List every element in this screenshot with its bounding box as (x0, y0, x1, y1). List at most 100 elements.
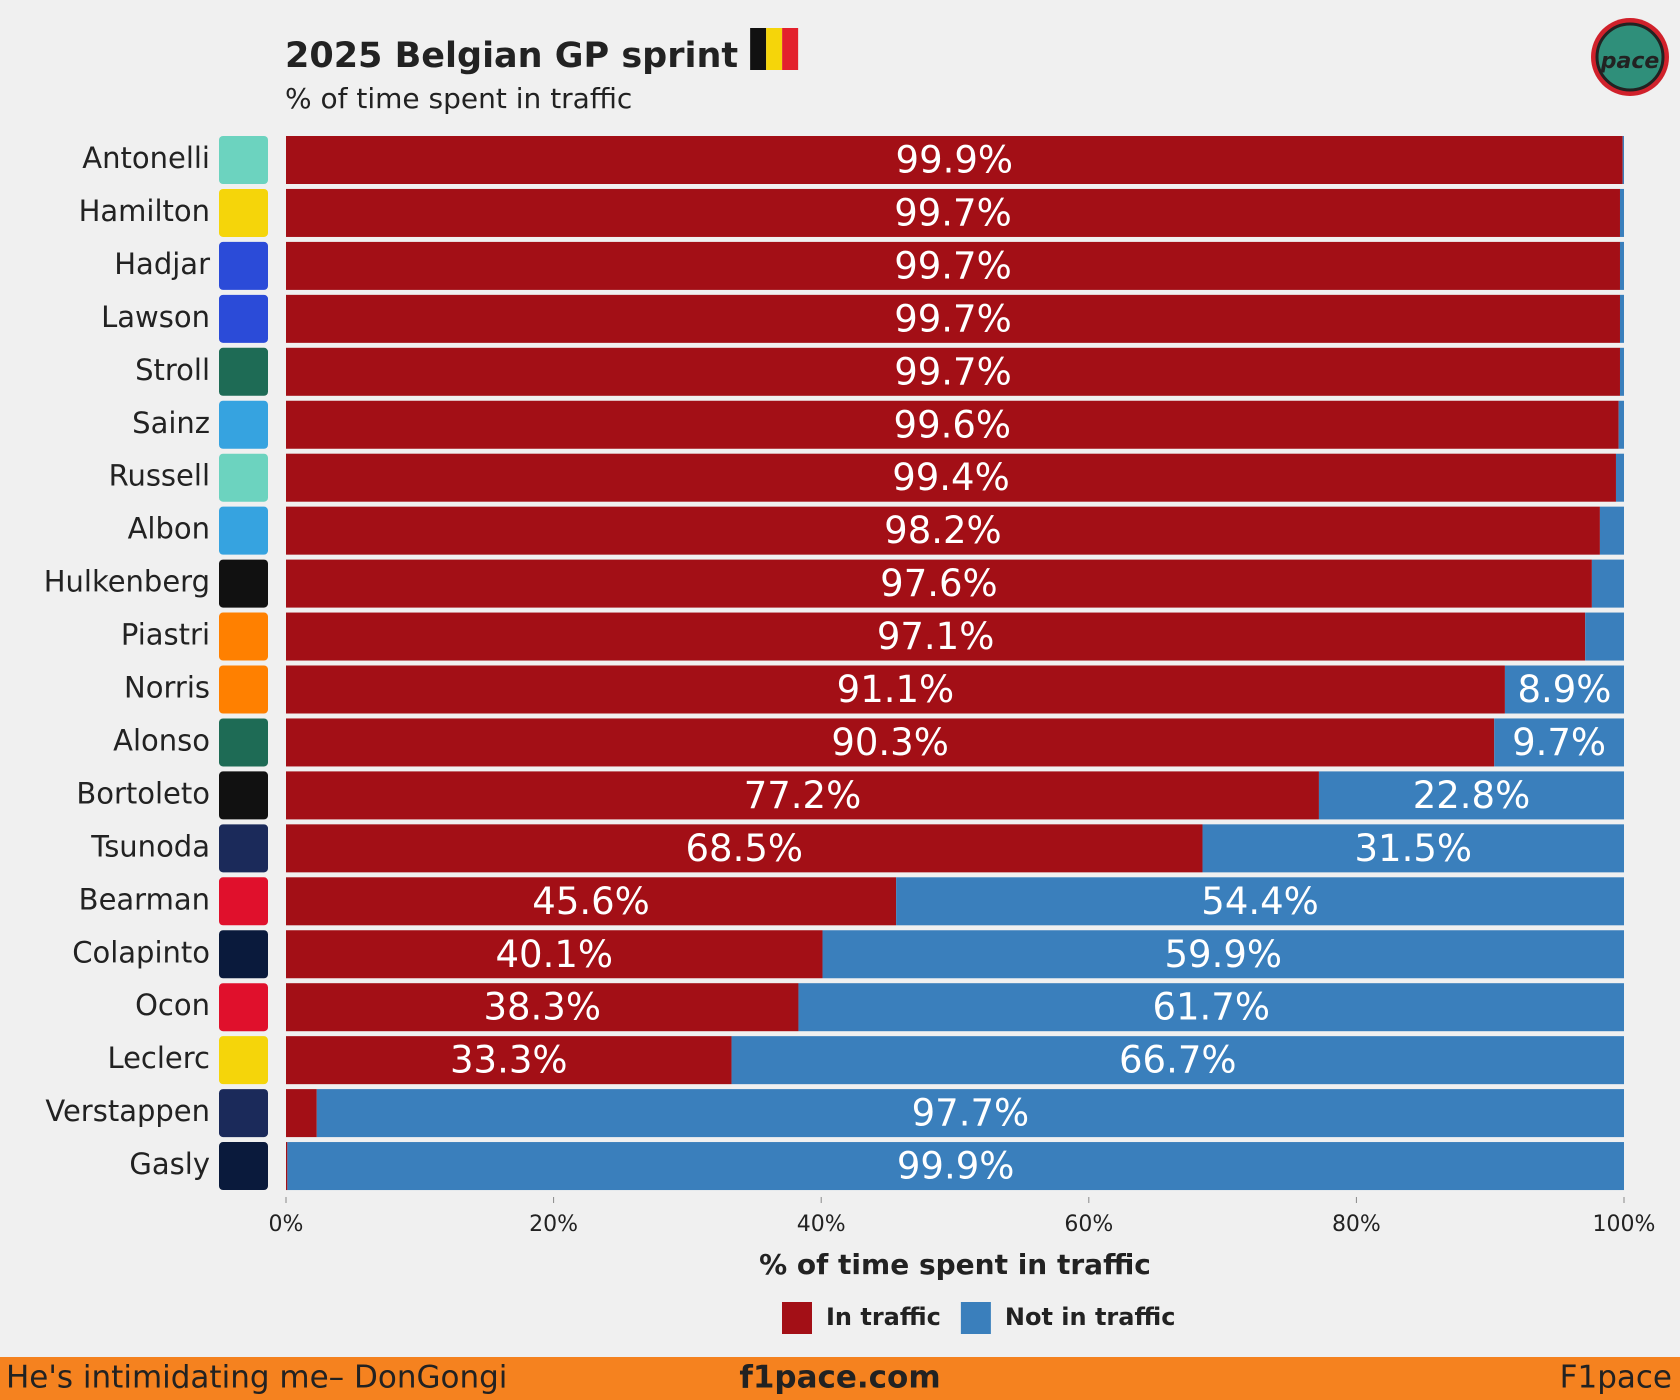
bar-segment (286, 1142, 288, 1191)
x-tick-label: 100% (1593, 1212, 1656, 1237)
data-label: 45.6% (532, 880, 650, 923)
data-label: 66.7% (1119, 1039, 1237, 1082)
bar-segment (286, 347, 1620, 396)
y-tick-label: Stroll (135, 353, 210, 387)
team-logo (219, 612, 268, 661)
data-label: 98.2% (884, 509, 1002, 552)
bar-segment (286, 506, 1600, 555)
team-logo (219, 559, 268, 608)
bar-segment (1318, 771, 1624, 820)
bar-segment (286, 983, 799, 1032)
bar-segment (1615, 453, 1624, 502)
team-logo (219, 453, 268, 502)
bar-segment (1622, 136, 1624, 184)
bar-segment (286, 294, 1620, 343)
team-logo (219, 347, 268, 396)
bar-segment (286, 930, 823, 979)
data-label: 9.7% (1512, 721, 1606, 764)
team-logo (219, 771, 268, 820)
team-logo (219, 718, 268, 767)
bar-segment (286, 400, 1619, 449)
bar-segment (287, 1142, 1624, 1191)
bar-segment (286, 188, 1620, 237)
team-logo (219, 1142, 268, 1191)
data-label: 97.1% (877, 615, 995, 658)
y-tick-label: Piastri (121, 618, 210, 652)
y-tick-label: Lawson (101, 300, 210, 334)
y-tick-label: Sainz (132, 406, 210, 440)
data-label: 97.6% (880, 562, 998, 605)
data-label: 31.5% (1354, 827, 1472, 870)
data-label: 97.7% (912, 1092, 1030, 1135)
bar-segment (731, 1036, 1624, 1085)
team-logo (219, 400, 268, 449)
chart-title: 2025 Belgian GP sprint (285, 36, 738, 76)
brand-logo-text: pace (1600, 49, 1660, 74)
x-tick-label: 80% (1332, 1212, 1381, 1237)
data-label: 22.8% (1413, 774, 1531, 817)
bar-segment (286, 824, 1203, 873)
bar-segment (1619, 188, 1624, 237)
data-label: 54.4% (1201, 880, 1319, 923)
x-tick-label: 0% (269, 1212, 304, 1237)
bar-segment (286, 453, 1616, 502)
y-tick-label: Albon (128, 512, 210, 546)
bar-segment (798, 983, 1624, 1032)
team-logo (219, 136, 268, 184)
bar-segment (1585, 612, 1624, 661)
data-label: 68.5% (685, 827, 803, 870)
data-label: 99.7% (894, 350, 1012, 393)
bar-segment (286, 877, 897, 926)
team-logo (219, 241, 268, 290)
bar-segment (286, 771, 1319, 820)
team-logo (219, 506, 268, 555)
footer-center: f1pace.com (739, 1360, 940, 1396)
flag-stripe (782, 28, 799, 70)
y-tick-label: Bearman (79, 882, 210, 916)
bar-segment (286, 718, 1495, 767)
data-label: 38.3% (483, 986, 601, 1029)
data-label: 99.7% (894, 191, 1012, 234)
flag-stripe (766, 28, 783, 70)
team-logo (219, 294, 268, 343)
footer-right: F1pace (1560, 1360, 1672, 1396)
bar-segment (822, 930, 1624, 979)
team-logo (219, 824, 268, 873)
chart-subtitle: % of time spent in traffic (285, 82, 632, 115)
bar-segment (286, 612, 1586, 661)
x-tick-label: 20% (529, 1212, 578, 1237)
bar-segment (286, 241, 1620, 290)
data-label: 61.7% (1152, 986, 1270, 1029)
data-label: 90.3% (831, 721, 949, 764)
y-tick-label: Gasly (129, 1147, 210, 1181)
bar-segment (286, 559, 1592, 608)
x-axis-label: % of time spent in traffic (759, 1248, 1151, 1281)
y-tick-label: Ocon (135, 988, 210, 1022)
y-tick-label: Antonelli (82, 141, 210, 175)
data-label: 77.2% (744, 774, 862, 817)
y-tick-label: Hulkenberg (44, 565, 210, 599)
bar-segment (896, 877, 1624, 926)
legend-swatch (960, 1302, 991, 1334)
team-logo (219, 665, 268, 714)
flag-stripe (750, 28, 767, 70)
bar-segment (1619, 347, 1624, 396)
bar-segment (1619, 294, 1624, 343)
y-tick-label: Hamilton (79, 194, 210, 228)
legend-swatch (782, 1302, 812, 1334)
y-tick-label: Verstappen (45, 1094, 210, 1128)
team-logo (219, 1089, 268, 1138)
data-label: 59.9% (1164, 933, 1282, 976)
y-tick-label: Tsunoda (90, 829, 210, 863)
bar-segment (316, 1089, 1625, 1138)
data-label: 33.3% (450, 1039, 568, 1082)
data-label: 99.7% (894, 244, 1012, 287)
data-label: 99.7% (894, 297, 1012, 340)
y-tick-label: Russell (109, 459, 210, 493)
y-tick-label: Hadjar (114, 247, 210, 281)
team-logo (219, 930, 268, 979)
y-tick-label: Alonso (113, 723, 210, 757)
legend-label: Not in traffic (1005, 1303, 1176, 1331)
data-label: 8.9% (1517, 668, 1611, 711)
